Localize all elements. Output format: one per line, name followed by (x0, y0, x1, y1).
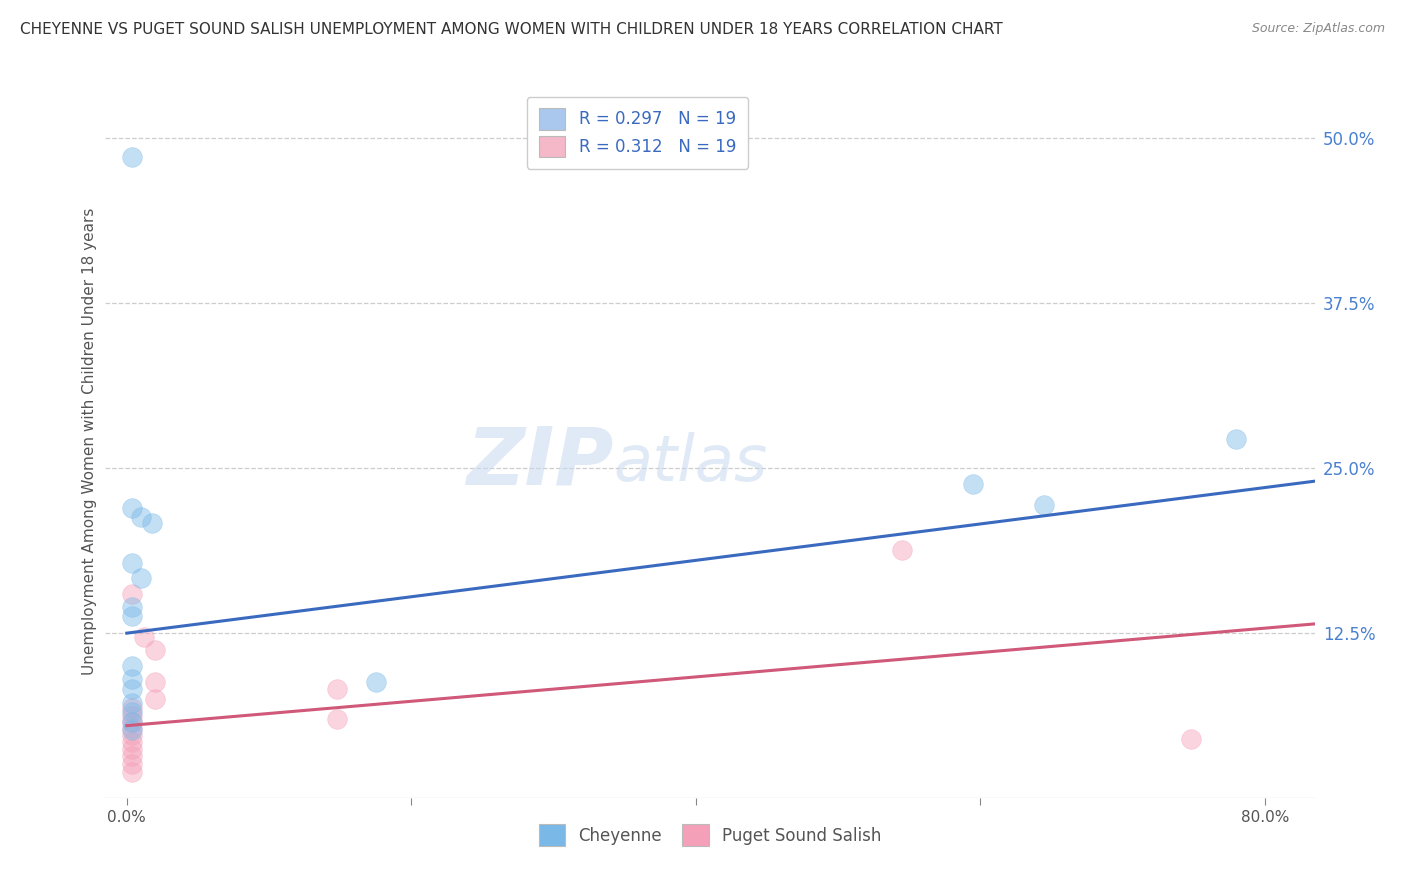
Point (121, 764, 143, 779)
Y-axis label: Unemployment Among Women with Children Under 18 years: Unemployment Among Women with Children U… (82, 208, 97, 675)
Point (1180, 731, 1202, 746)
Point (121, 586, 143, 600)
Point (143, 692, 166, 706)
Point (121, 742, 143, 756)
Point (129, 509, 152, 524)
Point (121, 599, 143, 614)
Text: Source: ZipAtlas.com: Source: ZipAtlas.com (1251, 22, 1385, 36)
Point (143, 643, 166, 657)
Legend: Cheyenne, Puget Sound Salish: Cheyenne, Puget Sound Salish (530, 816, 890, 855)
Text: atlas: atlas (613, 432, 768, 494)
Point (121, 696, 143, 710)
Point (1033, 498, 1056, 512)
Point (129, 571, 152, 585)
Point (141, 516, 163, 531)
Point (364, 675, 387, 690)
Point (962, 476, 984, 491)
Point (121, 714, 143, 729)
Point (121, 749, 143, 764)
Point (326, 712, 349, 726)
Text: CHEYENNE VS PUGET SOUND SALISH UNEMPLOYMENT AMONG WOMEN WITH CHILDREN UNDER 18 Y: CHEYENNE VS PUGET SOUND SALISH UNEMPLOYM… (20, 22, 1002, 37)
Point (121, 556, 143, 570)
Point (121, 659, 143, 673)
Point (121, 721, 143, 735)
Point (121, 673, 143, 687)
Point (132, 630, 155, 644)
Point (121, 681, 143, 696)
Point (121, 609, 143, 624)
Point (121, 150, 143, 164)
Point (121, 728, 143, 742)
Point (326, 681, 349, 696)
Point (121, 723, 143, 737)
Point (143, 675, 166, 690)
Point (121, 706, 143, 720)
Point (121, 701, 143, 715)
Point (891, 542, 914, 557)
Point (121, 756, 143, 771)
Point (121, 709, 143, 723)
Point (1225, 432, 1247, 446)
Point (121, 500, 143, 515)
Text: ZIP: ZIP (465, 424, 613, 502)
Point (121, 714, 143, 729)
Point (121, 734, 143, 748)
